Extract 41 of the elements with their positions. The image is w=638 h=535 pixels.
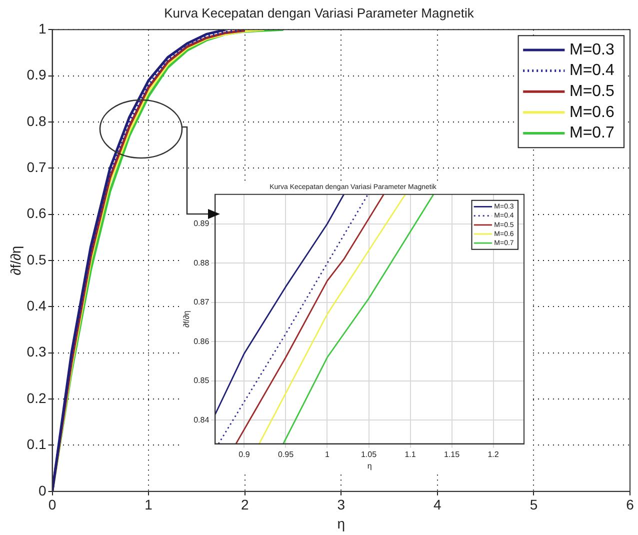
y-tick-label: 0.89	[194, 219, 210, 228]
y-tick-label: 0.2	[26, 390, 46, 406]
x-axis-title: η	[367, 461, 372, 470]
x-tick-label: 1.15	[444, 450, 460, 459]
y-tick-label: 1	[38, 20, 46, 36]
legend-label: M=0.6	[569, 104, 614, 121]
y-tick-label: 0.3	[26, 344, 46, 360]
x-tick-label: 4	[434, 496, 442, 513]
x-tick-label: 6	[626, 496, 634, 513]
x-tick-label: 0.95	[278, 450, 294, 459]
x-tick-label: 1.1	[404, 450, 416, 459]
y-tick-label: 0.87	[194, 298, 210, 307]
chart-title: Kurva Kecepatan dengan Variasi Parameter Magnetik	[164, 5, 474, 20]
y-tick-label: 0.4	[26, 298, 46, 314]
x-axis-title: η	[337, 515, 346, 532]
legend-label: M=0.4	[569, 62, 614, 80]
y-tick-label: 0.7	[26, 159, 46, 175]
y-tick-label: 0.5	[26, 251, 46, 268]
x-tick-label: 5	[530, 496, 538, 513]
x-tick-label: 1.2	[488, 450, 500, 459]
y-axis-title: ∂f/∂η	[7, 246, 24, 276]
x-tick-label: 1.05	[360, 450, 378, 459]
x-tick-label: 3	[337, 496, 346, 513]
legend-label: M=0.7	[569, 124, 614, 142]
y-tick-label: 0.85	[194, 376, 210, 386]
y-tick-label: 0	[38, 482, 46, 498]
legend-label: M=0.5	[569, 83, 614, 100]
y-axis-title: ∂f/∂η	[182, 310, 192, 328]
x-tick-label: 2	[240, 496, 249, 513]
y-tick-label: 0.9	[26, 66, 46, 83]
y-tick-label: 0.86	[194, 336, 210, 346]
y-tick-label: 0.84	[194, 415, 210, 424]
legend-label: M=0.3	[569, 41, 614, 58]
x-tick-label: 1	[144, 496, 153, 513]
y-tick-label: 0.8	[26, 112, 46, 129]
x-tick-label: 0	[48, 496, 56, 513]
y-tick-label: 0.88	[194, 258, 210, 268]
x-tick-label: 1	[325, 450, 330, 459]
x-tick-label: 0.9	[238, 450, 250, 459]
y-tick-label: 0.6	[26, 205, 46, 222]
y-tick-label: 0.1	[26, 436, 46, 452]
